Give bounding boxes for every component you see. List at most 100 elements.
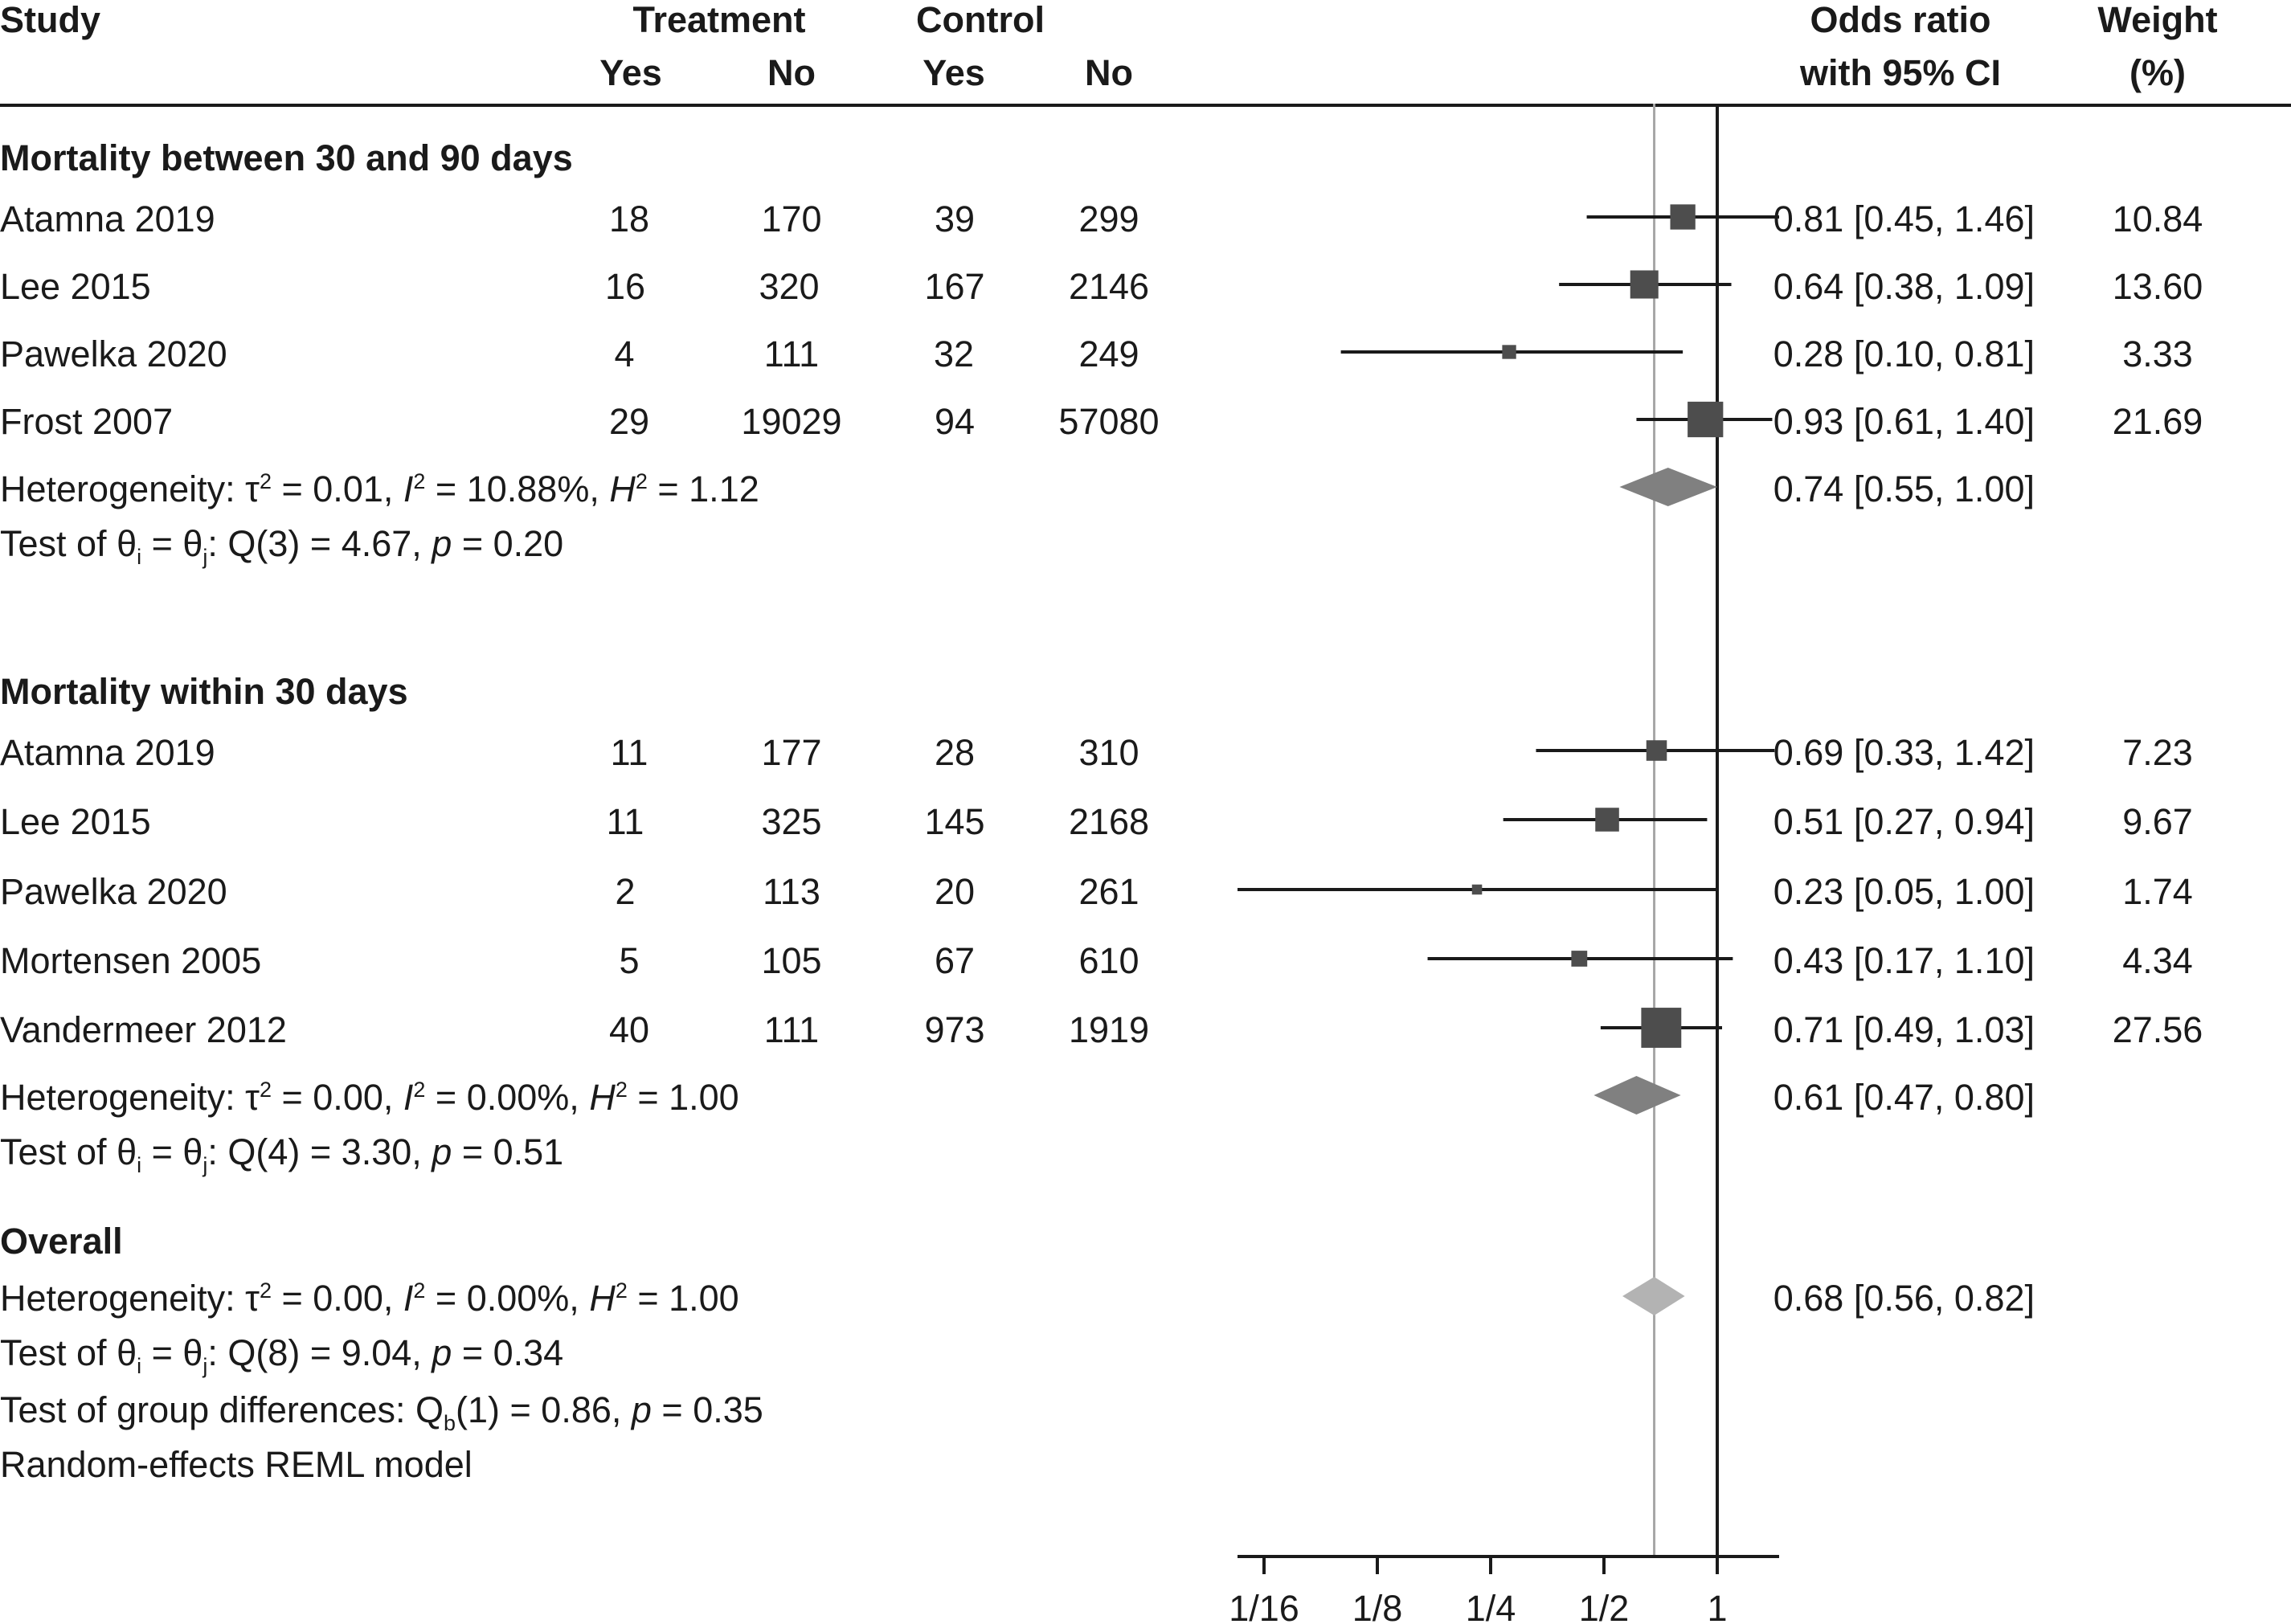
header-weight: Weight	[2097, 0, 2218, 40]
header-treatment-no: No	[767, 52, 816, 93]
treatment-no-cell: 113	[763, 871, 820, 912]
heterogeneity-stats: Heterogeneity: τ2 = 0.00, I2 = 0.00%, H2…	[0, 1278, 739, 1319]
study-name: Frost 2007	[0, 401, 174, 442]
header-ci: with 95% CI	[1799, 52, 2002, 93]
study-name: Pawelka 2020	[0, 871, 227, 912]
summary-diamond	[1593, 1076, 1681, 1115]
study-name: Mortensen 2005	[0, 940, 262, 981]
weight-cell: 7.23	[2122, 732, 2193, 773]
odds-ratio-ci-cell: 0.69 [0.33, 1.42]	[1773, 732, 2035, 773]
x-tick-label: 1/8	[1352, 1588, 1403, 1624]
control-no-cell: 310	[1078, 732, 1139, 773]
overall-summary-ci: 0.68 [0.56, 0.82]	[1773, 1278, 2035, 1319]
study-name: Vandermeer 2012	[0, 1009, 287, 1050]
treatment-no-cell: 111	[763, 333, 820, 374]
treatment-no-cell: 105	[761, 940, 822, 981]
x-tick-label: 1	[1707, 1588, 1727, 1624]
study-marker	[1630, 270, 1659, 299]
control-yes-cell: 32	[933, 333, 975, 374]
header-rule	[0, 104, 2291, 107]
overall-title: Overall	[0, 1221, 123, 1262]
odds-ratio-ci-cell: 0.71 [0.49, 1.03]	[1773, 1009, 2035, 1050]
control-no-cell: 57080	[1058, 401, 1160, 442]
weight-cell: 9.67	[2122, 801, 2193, 842]
overall-diamond	[1622, 1277, 1685, 1315]
treatment-yes-cell: 11	[606, 801, 644, 842]
weight-cell: 1.74	[2122, 871, 2193, 912]
control-yes-cell: 67	[934, 940, 976, 981]
x-tick-label: 1/4	[1466, 1588, 1516, 1624]
treatment-yes-cell: 11	[610, 732, 648, 773]
control-no-cell: 2168	[1068, 801, 1150, 842]
control-yes-cell: 28	[934, 732, 976, 773]
control-yes-cell: 20	[934, 871, 976, 912]
odds-ratio-ci-cell: 0.64 [0.38, 1.09]	[1773, 266, 2035, 307]
treatment-no-cell: 177	[761, 732, 822, 773]
odds-ratio-ci-cell: 0.93 [0.61, 1.40]	[1773, 401, 2035, 442]
odds-ratio-ci-cell: 0.51 [0.27, 0.94]	[1773, 801, 2035, 842]
control-yes-cell: 39	[934, 198, 976, 239]
control-yes-cell: 94	[934, 401, 976, 442]
study-marker	[1688, 401, 1724, 438]
header-control-yes: Yes	[923, 52, 985, 93]
treatment-yes-cell: 40	[608, 1009, 650, 1050]
study-marker	[1595, 808, 1619, 832]
treatment-no-cell: 111	[763, 1009, 820, 1050]
treatment-yes-cell: 5	[619, 940, 640, 981]
control-no-cell: 261	[1078, 871, 1139, 912]
study-marker	[1646, 740, 1667, 761]
study-marker	[1502, 345, 1516, 359]
odds-ratio-ci-cell: 0.81 [0.45, 1.46]	[1773, 198, 2035, 239]
study-name: Lee 2015	[0, 266, 151, 307]
treatment-yes-cell: 4	[614, 333, 635, 374]
header-study: Study	[0, 0, 101, 40]
model-note: Random-effects REML model	[0, 1444, 473, 1485]
group-differences-test: Test of group differences: Qb(1) = 0.86,…	[0, 1389, 763, 1435]
control-no-cell: 1919	[1068, 1009, 1150, 1050]
study-marker	[1670, 204, 1696, 230]
study-marker	[1641, 1008, 1682, 1048]
summary-ci: 0.74 [0.55, 1.00]	[1773, 468, 2035, 509]
homogeneity-test: Test of θi = θj: Q(3) = 4.67, p = 0.20	[0, 523, 564, 569]
header-odds-ratio: Odds ratio	[1810, 0, 1991, 40]
treatment-no-cell: 320	[759, 266, 820, 307]
weight-cell: 13.60	[2112, 266, 2203, 307]
header-control: Control	[916, 0, 1045, 40]
treatment-yes-cell: 18	[608, 198, 650, 239]
header-weight-unit: (%)	[2129, 52, 2186, 93]
treatment-yes-cell: 29	[608, 401, 650, 442]
study-name: Atamna 2019	[0, 732, 215, 773]
homogeneity-test: Test of θi = θj: Q(8) = 9.04, p = 0.34	[0, 1332, 564, 1378]
treatment-no-cell: 170	[761, 198, 822, 239]
group-title: Mortality between 30 and 90 days	[0, 137, 573, 178]
odds-ratio-ci-cell: 0.23 [0.05, 1.00]	[1773, 871, 2035, 912]
header-treatment: Treatment	[632, 0, 806, 40]
control-yes-cell: 145	[924, 801, 985, 842]
study-marker	[1571, 951, 1588, 967]
treatment-no-cell: 325	[761, 801, 822, 842]
control-no-cell: 249	[1078, 333, 1139, 374]
weight-cell: 21.69	[2112, 401, 2203, 442]
study-name: Atamna 2019	[0, 198, 215, 239]
study-marker	[1471, 884, 1483, 895]
x-tick-label: 1/2	[1579, 1588, 1630, 1624]
study-name: Pawelka 2020	[0, 333, 227, 374]
treatment-yes-cell: 2	[615, 871, 636, 912]
homogeneity-test: Test of θi = θj: Q(4) = 3.30, p = 0.51	[0, 1131, 564, 1177]
study-name: Lee 2015	[0, 801, 151, 842]
summary-ci: 0.61 [0.47, 0.80]	[1773, 1077, 2035, 1118]
weight-cell: 4.34	[2122, 940, 2193, 981]
odds-ratio-ci-cell: 0.43 [0.17, 1.10]	[1773, 940, 2035, 981]
control-yes-cell: 973	[924, 1009, 985, 1050]
summary-diamond	[1619, 468, 1717, 506]
weight-cell: 27.56	[2112, 1009, 2203, 1050]
weight-cell: 10.84	[2112, 198, 2203, 239]
header-control-no: No	[1085, 52, 1133, 93]
heterogeneity-stats: Heterogeneity: τ2 = 0.01, I2 = 10.88%, H…	[0, 468, 759, 509]
group-title: Mortality within 30 days	[0, 671, 408, 712]
header-treatment-yes: Yes	[599, 52, 662, 93]
x-tick-label: 1/16	[1229, 1588, 1299, 1624]
weight-cell: 3.33	[2122, 333, 2193, 374]
heterogeneity-stats: Heterogeneity: τ2 = 0.00, I2 = 0.00%, H2…	[0, 1077, 739, 1118]
